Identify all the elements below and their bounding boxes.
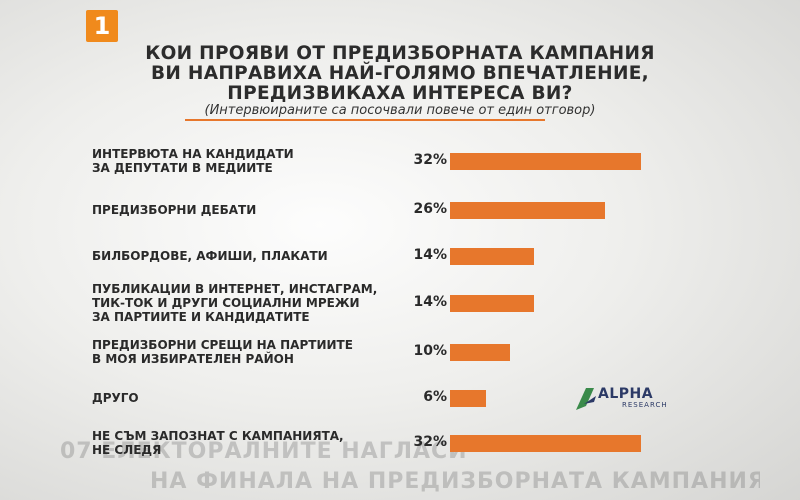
category-label: НЕ СЪМ ЗАПОЗНАТ С КАМПАНИЯТА, НЕ СЛЕДЯ	[92, 429, 344, 457]
channel-logo: 1	[86, 10, 118, 42]
category-label: ДРУГО	[92, 391, 139, 405]
category-label: ПРЕДИЗБОРНИ ДЕБАТИ	[92, 203, 257, 217]
source-logo-name: ALPHA	[598, 386, 654, 402]
value-label: 32%	[413, 434, 447, 450]
category-label: БИЛБОРДОВЕ, АФИШИ, ПЛАКАТИ	[92, 249, 328, 263]
bar	[450, 344, 510, 361]
category-label: ИНТЕРВЮТА НА КАНДИДАТИ ЗА ДЕПУТАТИ В МЕД…	[92, 147, 294, 175]
bar	[450, 295, 534, 312]
subtitle-underline	[185, 119, 545, 121]
source-logo-sub: RESEARCH	[622, 401, 668, 409]
bar	[450, 153, 641, 170]
chart-title: КОИ ПРОЯВИ ОТ ПРЕДИЗБОРНАТА КАМПАНИЯ ВИ …	[145, 43, 655, 104]
background-ticker: 07 ЕЛЕКТОРАЛНИТЕ НАГЛАСИ НА ФИНАЛА НА ПР…	[60, 439, 760, 494]
value-label: 10%	[413, 343, 447, 359]
bar	[450, 202, 606, 219]
category-label: ПУБЛИКАЦИИ В ИНТЕРНЕТ, ИНСТАГРАМ, ТИК-ТО…	[92, 282, 378, 324]
category-label: ПРЕДИЗБОРНИ СРЕЩИ НА ПАРТИИТЕ В МОЯ ИЗБИ…	[92, 338, 353, 366]
value-label: 14%	[413, 247, 447, 263]
value-label: 26%	[413, 201, 447, 217]
alpha-research-logo-icon	[576, 388, 596, 410]
bar	[450, 390, 486, 407]
value-label: 14%	[413, 294, 447, 310]
bar	[450, 248, 534, 265]
value-label: 32%	[413, 152, 447, 168]
bar	[450, 435, 641, 452]
value-label: 6%	[423, 389, 447, 405]
chart-subtitle: (Интервюираните са посочвали повече от е…	[204, 103, 596, 118]
